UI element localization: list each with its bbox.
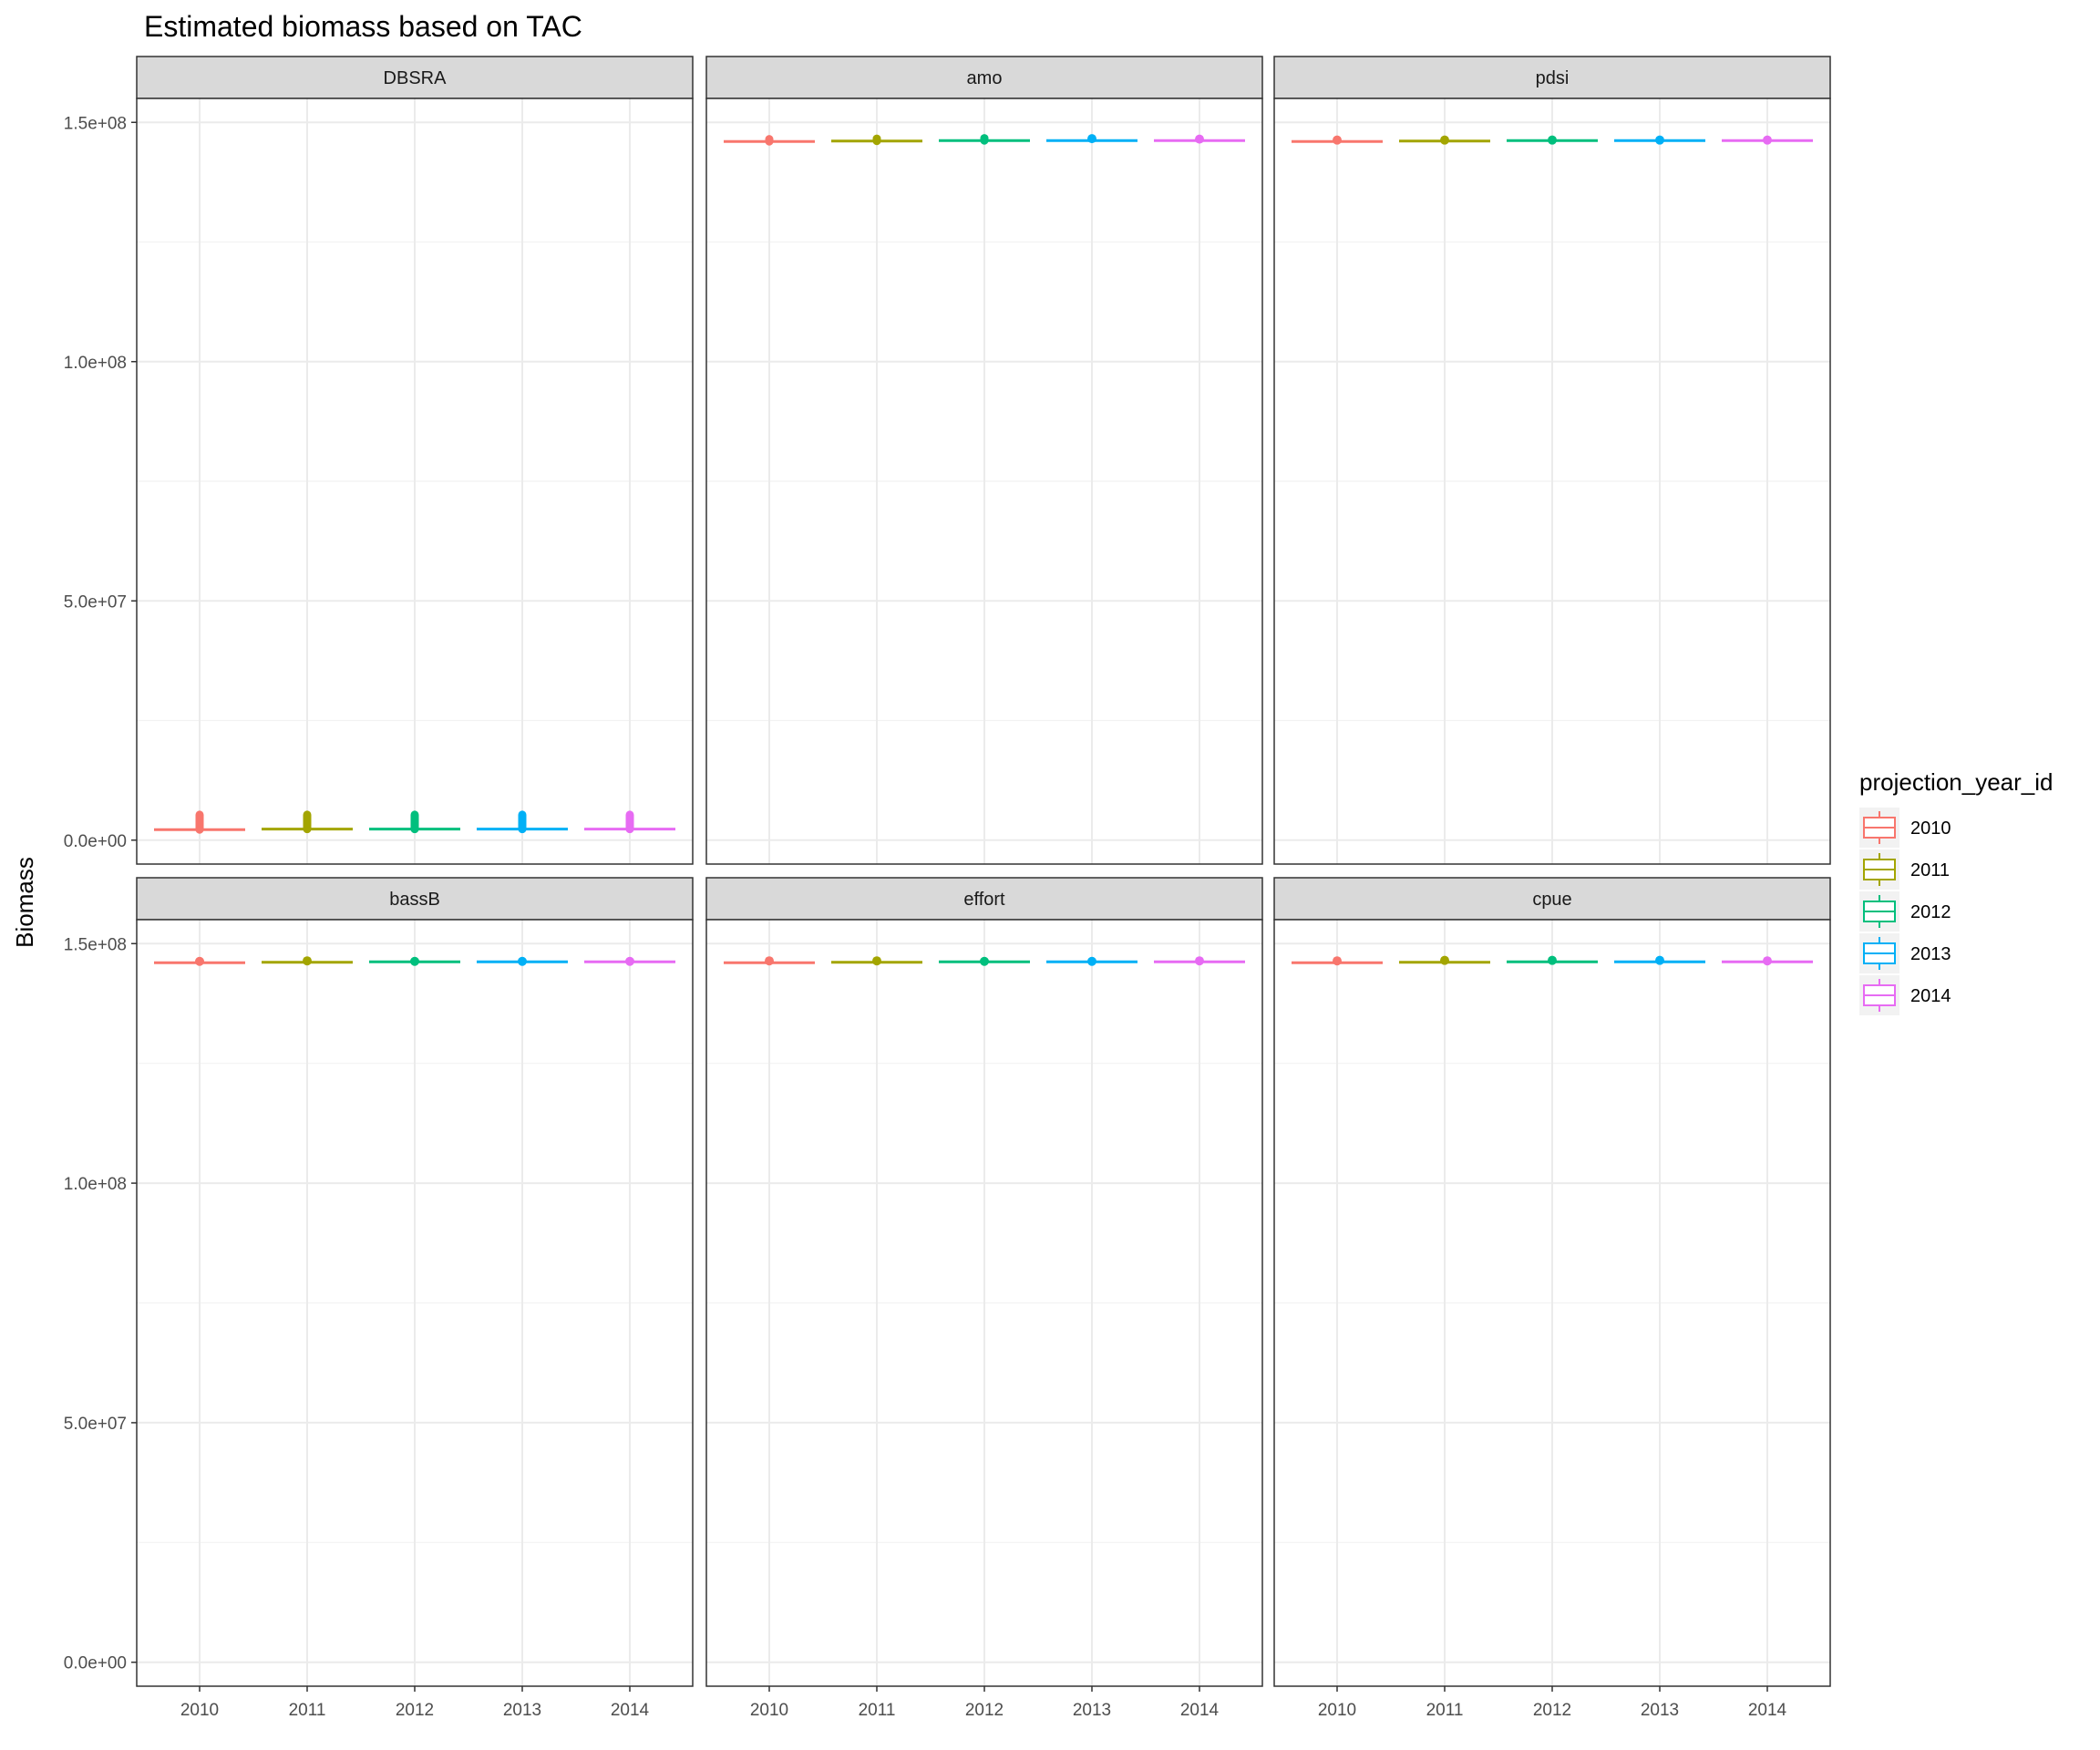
- y-tick-label: 5.0e+07: [64, 592, 127, 612]
- legend-item-2014: 2014: [1859, 975, 1951, 1015]
- y-tick-label: 1.0e+08: [64, 354, 127, 373]
- x-tick-label: 2011: [289, 1701, 326, 1720]
- outlier-point-2014: [1763, 135, 1772, 145]
- facet-panel-bassB: bassB 0.0e+00 5.0e+07 1.0e+08 1.5e+08 2010 201…: [64, 877, 694, 1720]
- legend-label: 2011: [1910, 860, 1950, 880]
- y-tick-label: 1.5e+08: [64, 114, 127, 133]
- outlier-point-2014: [1195, 956, 1204, 966]
- legend-item-2011: 2011: [1859, 849, 1950, 890]
- outlier-point-2012: [1548, 955, 1557, 965]
- legend: projection_year_id 2010 2011 2012 2013 2014: [1859, 768, 2053, 1015]
- outlier-point-2014: [1195, 134, 1204, 144]
- x-tick-label: 2013: [1073, 1701, 1111, 1720]
- legend-item-2012: 2012: [1859, 891, 1951, 932]
- x-tick-label: 2011: [1426, 1701, 1464, 1720]
- legend-label: 2014: [1910, 986, 1951, 1006]
- facet-strip-label: amo: [967, 68, 1003, 88]
- panel-border: [136, 98, 694, 865]
- y-tick-label: 1.5e+08: [64, 935, 127, 954]
- legend-item-2010: 2010: [1859, 808, 1951, 848]
- facet-panel-cpue: cpue 2010 2011 2012 2013 2014: [1273, 877, 1831, 1720]
- outlier-point-2011: [1440, 955, 1449, 965]
- x-tick-label: 2014: [611, 1701, 650, 1720]
- outlier-point-2012: [980, 956, 989, 966]
- facet-strip: [136, 877, 694, 921]
- x-tick-label: 2010: [1318, 1701, 1356, 1720]
- outlier-point-2013: [1087, 134, 1096, 144]
- facet-strip: [705, 877, 1263, 921]
- facet-panel-pdsi: pdsi: [1273, 56, 1831, 865]
- outlier-point-2011: [872, 956, 881, 966]
- facet-panel-DBSRA: DBSRA 0.0e+00 5.0e+07 1.0e+08 1.5e+08: [64, 56, 694, 865]
- facet-strip-label: bassB: [389, 890, 440, 910]
- legend-label: 2010: [1910, 818, 1951, 839]
- x-tick-label: 2011: [859, 1701, 896, 1720]
- x-tick-label: 2012: [1533, 1701, 1571, 1720]
- outlier-point-2013: [518, 956, 527, 966]
- facet-panel-effort: effort 2010 2011 2012 2013 2014: [705, 877, 1263, 1720]
- facet-strip: [705, 56, 1263, 99]
- legend-item-2013: 2013: [1859, 933, 1951, 973]
- outlier-point-2013: [1655, 135, 1664, 145]
- facet-strip: [1273, 56, 1831, 99]
- panel-border: [1273, 98, 1831, 865]
- outlier-point-2012: [1548, 135, 1557, 145]
- legend-title: projection_year_id: [1859, 768, 2053, 796]
- legend-label: 2012: [1910, 902, 1951, 922]
- x-tick-label: 2012: [396, 1701, 434, 1720]
- facet-strip: [136, 56, 694, 99]
- outlier-point-2011: [303, 956, 312, 966]
- chart-title: Estimated biomass based on TAC: [144, 10, 582, 43]
- panel-border: [705, 98, 1263, 865]
- y-tick-label: 1.0e+08: [64, 1175, 127, 1194]
- outlier-point-2010: [195, 956, 204, 966]
- outlier-point-2010: [1333, 135, 1342, 145]
- facet-strip-label: effort: [963, 890, 1005, 910]
- outlier-point-2010: [765, 956, 774, 966]
- y-axis-title: Biomass: [11, 857, 38, 948]
- x-tick-label: 2010: [750, 1701, 788, 1720]
- x-tick-label: 2013: [503, 1701, 541, 1720]
- facet-panel-amo: amo: [705, 56, 1263, 865]
- x-tick-label: 2014: [1180, 1701, 1220, 1720]
- outlier-point-2013: [1655, 955, 1664, 965]
- legend-label: 2013: [1910, 944, 1951, 964]
- x-tick-label: 2012: [965, 1701, 1004, 1720]
- facet-panels: DBSRA 0.0e+00 5.0e+07 1.0e+08 1.5e+08 amo pdsi…: [64, 56, 1831, 1720]
- facet-strip-label: cpue: [1532, 890, 1571, 910]
- outlier-point-2012: [410, 956, 419, 966]
- y-tick-label: 0.0e+00: [64, 1654, 127, 1673]
- x-tick-label: 2010: [180, 1701, 219, 1720]
- facet-strip-label: DBSRA: [384, 68, 448, 88]
- y-tick-label: 5.0e+07: [64, 1415, 127, 1434]
- x-tick-label: 2013: [1641, 1701, 1679, 1720]
- outlier-point-2013: [1087, 956, 1096, 966]
- outlier-point-2010: [1333, 956, 1342, 966]
- outlier-point-2011: [1440, 135, 1449, 145]
- y-tick-label: 0.0e+00: [64, 832, 127, 851]
- x-tick-label: 2014: [1748, 1701, 1787, 1720]
- outlier-point-2014: [1763, 956, 1772, 966]
- outlier-point-2014: [625, 956, 634, 966]
- facet-strip-label: pdsi: [1536, 68, 1570, 88]
